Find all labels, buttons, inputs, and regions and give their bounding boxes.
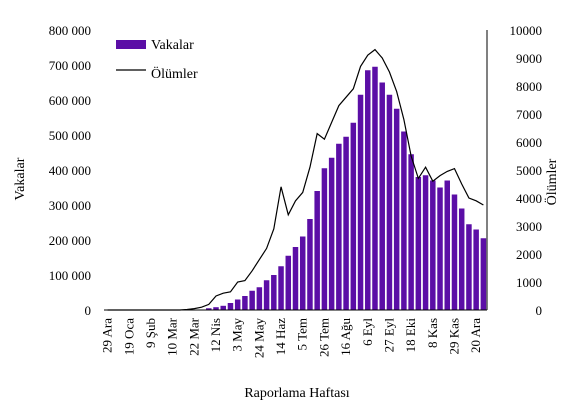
bar-vakalar-39 [386,94,393,310]
bars-layer [206,66,487,310]
bar-vakalar-23 [271,275,277,310]
bar-vakalar-33 [343,136,349,310]
bar-vakalar-25 [285,255,292,310]
right-tick-label: 3000 [516,219,542,234]
bar-vakalar-43 [415,177,422,310]
right-tick-label: 8000 [516,79,542,94]
legend: Vakalar Ölümler [116,38,198,82]
bar-vakalar-36 [365,70,371,310]
bar-vakalar-51 [473,229,479,310]
bar-vakalar-30 [321,168,328,310]
left-tick-label: 600 000 [49,93,91,108]
right-tick-label: 9000 [516,51,542,66]
legend-label-olumler: Ölümler [151,65,198,82]
bar-vakalar-37 [372,66,378,310]
x-tick-label: 19 Oca [121,318,136,355]
x-tick-label: 10 Mar [165,317,180,356]
bar-vakalar-14 [206,308,212,310]
bar-vakalar-20 [249,290,255,310]
bar-vakalar-16 [220,305,226,310]
right-tick-label: 5000 [516,163,542,178]
x-tick-label: 6 Eyl [360,318,375,346]
bar-vakalar-38 [379,82,385,310]
left-tick-label: 400 000 [49,163,91,178]
bar-vakalar-26 [292,247,299,310]
bar-vakalar-17 [227,303,234,310]
left-tick-label: 100 000 [49,268,91,283]
bar-vakalar-32 [336,143,342,310]
x-tick-label: 12 Nis [208,318,223,352]
x-tick-label: 14 Haz [273,318,288,355]
bar-vakalar-21 [256,287,263,310]
right-tick-label: 2000 [516,247,542,262]
bar-vakalar-41 [401,131,407,310]
bar-vakalar-27 [299,236,306,310]
x-tick-label: 5 Tem [295,318,310,350]
bar-vakalar-29 [314,191,320,310]
bar-vakalar-24 [278,266,284,310]
right-axis-ticks: 0 1000 2000 3000 4000 5000 6000 7000 8000 9000 100… [510,23,543,318]
left-tick-label: 0 [85,303,92,318]
bar-vakalar-22 [263,280,270,310]
left-tick-label: 700 000 [49,58,91,73]
bar-vakalar-40 [393,108,400,310]
bar-vakalar-52 [480,238,487,310]
x-tick-label: 8 Kas [425,318,440,348]
x-axis-title: Raporlama Haftası [244,386,349,401]
x-axis-ticks: 29 Ara 19 Oca 9 Şub 10 Mar 22 Mar 12 Nis 3 May… [100,317,484,358]
bar-vakalar-28 [307,219,313,310]
x-tick-label: 18 Eki [403,318,418,353]
y-axis-title-right: Ölümler [543,158,560,205]
x-tick-label: 22 Mar [186,317,201,356]
y-axis-title-left: Vakalar [13,157,28,200]
bar-vakalar-44 [422,175,429,310]
bar-vakalar-35 [357,94,364,310]
x-tick-label: 20 Ara [468,318,483,353]
left-tick-label: 500 000 [49,128,91,143]
right-tick-label: 0 [536,303,543,318]
bar-vakalar-18 [234,299,241,310]
x-tick-label: 3 May [230,318,245,352]
left-tick-label: 300 000 [49,198,91,213]
bar-vakalar-31 [328,157,335,310]
x-tick-label: 16 Ağu [338,318,353,356]
bar-vakalar-42 [408,154,414,310]
right-tick-label: 10000 [510,23,543,38]
bar-vakalar-34 [350,122,357,310]
bar-vakalar-47 [444,180,450,310]
right-tick-label: 4000 [516,191,542,206]
left-axis-ticks: 0 100 000 200 000 300 000 400 000 500 000 600 … [49,23,91,318]
x-tick-label: 27 Eyl [381,318,396,353]
x-tick-label: 26 Tem [316,318,331,357]
bar-vakalar-49 [458,208,465,310]
x-tick-label: 29 Kas [446,318,461,354]
bar-vakalar-45 [430,180,436,310]
bar-vakalar-46 [437,187,443,310]
bar-vakalar-15 [213,307,219,310]
left-tick-label: 200 000 [49,233,91,248]
left-tick-label: 800 000 [49,23,91,38]
bar-vakalar-50 [466,224,472,310]
x-tick-label: 24 May [251,318,266,359]
right-tick-label: 6000 [516,135,542,150]
bar-vakalar-19 [242,296,248,310]
x-tick-label: 29 Ara [100,318,115,353]
x-tick-label: 9 Şub [143,318,158,348]
legend-label-vakalar: Vakalar [151,38,194,53]
legend-swatch-vakalar [116,40,146,49]
bar-vakalar-48 [451,194,458,310]
right-tick-label: 7000 [516,107,542,122]
right-tick-label: 1000 [516,275,542,290]
